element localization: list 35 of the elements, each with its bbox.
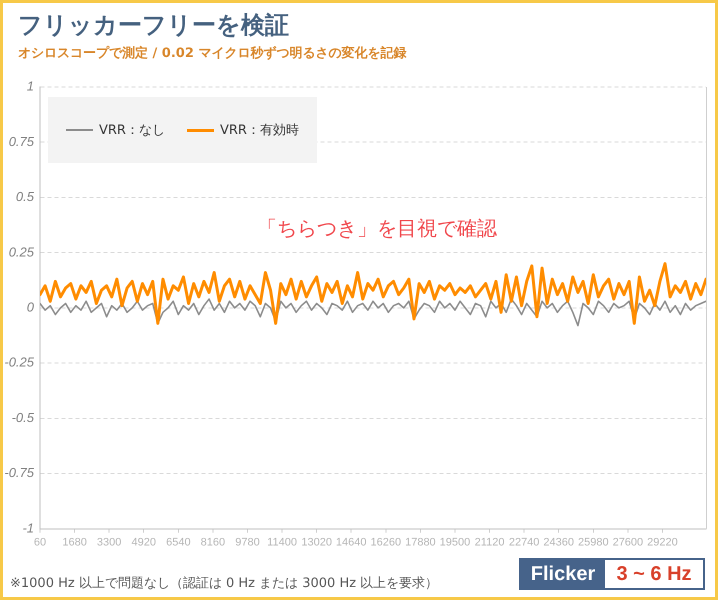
x-tick-label: 16260	[370, 536, 402, 548]
x-tick-label: 24360	[543, 536, 574, 548]
x-tick-label: 21120	[474, 536, 504, 548]
chart-subtitle: オシロスコープで測定 / 0.02 マイクロ秒ずつ明るさの変化を記録	[18, 44, 406, 62]
legend-label: VRR：有効時	[220, 122, 299, 139]
y-tick-label: 1	[26, 78, 34, 94]
x-tick-label: 8160	[200, 536, 226, 548]
y-tick-label: 0	[26, 300, 35, 315]
x-tick-label: 6540	[166, 536, 191, 548]
x-tick-label: 3300	[96, 536, 122, 548]
y-tick-label: -0.25	[4, 354, 35, 370]
x-tick-label: 27600	[612, 536, 644, 548]
x-tick-label: 25980	[578, 536, 609, 548]
y-tick-label: -1	[22, 520, 34, 536]
x-tick-label: 29220	[647, 536, 678, 548]
annotation: 「ちらつき」を目視で確認	[257, 215, 497, 242]
badge: Flicker 3 ~ 6 Hz	[519, 558, 705, 590]
x-tick-label: 11400	[267, 536, 297, 548]
y-tick-label: -0.5	[12, 410, 35, 425]
legend-label: VRR：なし	[99, 122, 165, 139]
x-tick-label: 14640	[336, 536, 367, 548]
x-tick-label: 9780	[235, 536, 260, 548]
y-tick-label: 0.5	[16, 189, 35, 204]
x-tick-label: 60	[34, 536, 46, 548]
chart-title: フリッカーフリーを検証	[18, 10, 289, 41]
x-tick-label: 4920	[132, 536, 156, 548]
y-tick-label: -0.75	[4, 465, 35, 480]
y-tick-label: 0.75	[8, 134, 35, 149]
x-tick-label: 17880	[405, 536, 436, 548]
x-tick-label: 22740	[508, 536, 540, 548]
x-tick-label: 13020	[301, 536, 332, 548]
y-tick-label: 0.25	[8, 244, 35, 260]
x-tick-label: 1680	[62, 536, 87, 548]
text: ※1000 Hz 以上で問題なし（認証は 0 Hz または 3000 Hz 以上を要求）	[10, 575, 438, 592]
x-tick-label: 19500	[440, 536, 470, 548]
